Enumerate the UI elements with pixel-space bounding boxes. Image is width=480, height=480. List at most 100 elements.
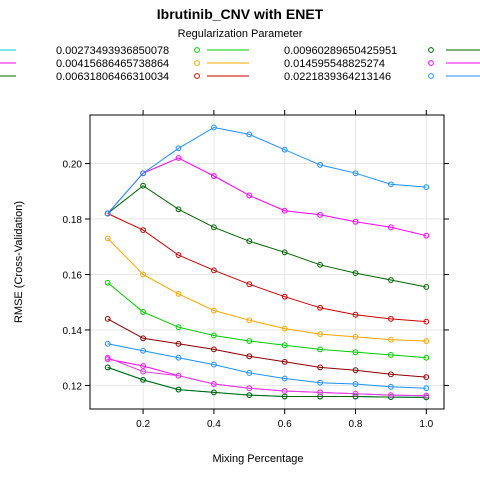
series-line [107,282,427,359]
data-point [104,364,111,371]
series-line-group [104,340,430,392]
legend-key-point [428,47,434,53]
data-point [423,354,430,361]
data-point [104,210,111,217]
series-line [107,126,427,214]
data-point [388,392,394,399]
data-point [317,211,324,218]
data-point [317,346,324,353]
data-point [423,385,430,392]
data-point [140,170,147,177]
series-line [107,366,427,398]
legend-key-point [428,73,434,79]
series-line [107,357,427,397]
x-tick-label: 0.2 [136,419,150,430]
legend-label: 0.00960289650425951 [284,45,397,57]
data-point [211,267,217,274]
data-point [352,349,359,356]
data-point [246,353,253,360]
data-point [317,389,324,396]
data-point [175,206,182,213]
legend-label: 0.0221839364213146 [284,71,391,83]
data-point [423,318,430,325]
series-group [104,124,430,401]
series-line-group [104,155,430,239]
data-point [246,338,253,344]
data-point [352,381,359,387]
data-point [104,354,111,361]
data-point [352,170,359,177]
data-point [423,394,430,401]
series-line [107,238,427,342]
data-point [423,184,430,191]
series-line [107,358,427,397]
series-line-group [104,210,430,325]
data-point [317,304,324,311]
data-point [281,375,288,382]
data-point [140,227,147,234]
legend-entry: 0.00631806466310034 [0,71,249,83]
data-point [423,374,430,381]
y-tick-label: 0.16 [63,270,83,281]
data-point [211,332,217,339]
data-point [246,238,253,245]
data-point [352,367,359,374]
data-point [317,364,324,371]
chart-title: Ibrutinib_CNV with ENET [157,6,324,22]
data-point [317,379,324,386]
y-tick-label: 0.18 [63,215,83,226]
x-tick-label: 0.4 [207,419,221,430]
data-point [423,232,430,239]
series-line-group [104,279,430,361]
x-tick-label: 0.8 [349,419,363,430]
legend-entry: 0.00273493936850078 [0,45,249,57]
y-tick-label: 0.12 [63,381,83,392]
data-point [140,363,147,369]
legend-key-point [194,73,200,79]
axes: 0.2 0.4 0.6 0.8 1.0 0.12 0.14 0.16 0.18 0.20 [63,110,449,430]
x-axis-label: Mixing Percentage [212,453,303,465]
data-point [211,361,217,368]
data-point [140,335,147,342]
data-point [388,336,394,343]
data-point [246,317,253,324]
data-point [281,249,288,256]
data-point [281,293,288,300]
y-tick-label: 0.20 [63,160,83,171]
data-point [211,381,217,387]
data-point [281,325,288,332]
series-line [107,185,427,288]
series-line [107,366,427,398]
series-line [107,157,427,237]
data-point [104,340,111,347]
series-line-group [104,235,430,344]
x-tick-label: 1.0 [419,419,433,430]
legend-entry: 0.014595548825274 [284,58,480,70]
data-point [140,309,147,315]
data-point [388,181,394,188]
data-point [281,207,288,214]
data-point [246,385,253,392]
series-line-group [104,182,430,290]
legend-label: 0.00273493936850078 [56,45,169,57]
data-point [246,281,253,288]
data-point [281,358,288,365]
legend-label: 0.00415686465738864 [56,58,169,70]
data-point [423,338,430,344]
data-point [352,218,359,225]
data-point [352,311,359,318]
data-point [352,270,359,276]
data-point [246,392,253,399]
data-point [388,352,394,358]
legend-entry: 0.00960289650425951 [284,45,480,57]
data-point [104,279,111,286]
data-point [175,340,182,347]
data-point [104,315,111,322]
data-point [140,271,147,278]
data-point [211,173,217,179]
data-point [352,390,359,397]
data-point [423,392,430,399]
legend-entry: 0.00415686465738864 [0,58,249,70]
